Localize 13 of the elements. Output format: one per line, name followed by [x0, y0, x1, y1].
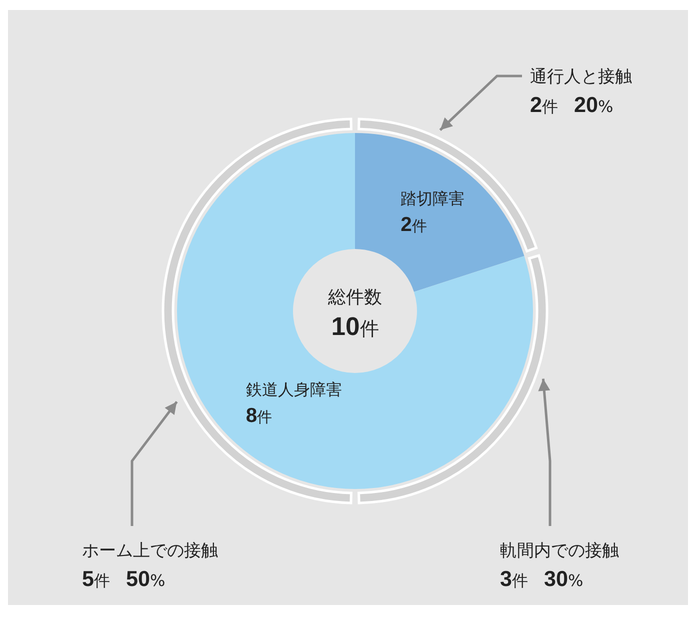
donut-slice	[177, 133, 533, 489]
slice-label: 踏切障害	[400, 189, 465, 208]
data-label: 2件	[400, 214, 427, 236]
data-label: 8件	[246, 405, 272, 428]
slice-label: 鉄道人身障害	[246, 380, 342, 400]
text: 10件	[331, 313, 379, 341]
data-label: 5件 50%	[82, 566, 166, 591]
text: 総件数	[327, 287, 382, 308]
data-label: 3件 30%	[500, 566, 584, 591]
slice-label: ホーム上での接触	[82, 541, 218, 561]
slice-label: 軌間内での接触	[500, 541, 619, 561]
slice-label: 通行人と接触	[530, 67, 632, 87]
data-label: 2件 20%	[530, 92, 614, 117]
